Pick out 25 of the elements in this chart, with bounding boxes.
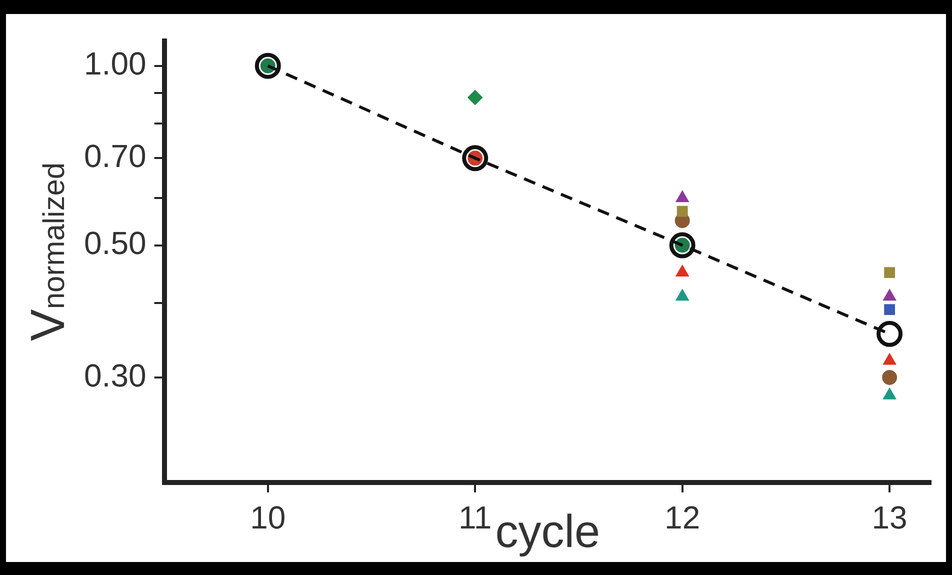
point (462, 145, 488, 172)
y-tick-label: 0.70 (84, 138, 146, 174)
point (882, 370, 898, 385)
point (676, 289, 689, 301)
point (884, 304, 896, 316)
y-axis-title: Vnormalized (22, 162, 75, 342)
point (676, 265, 689, 277)
x-tick-label: 11 (458, 499, 492, 536)
y-tick-label: 0.30 (84, 357, 146, 394)
point (669, 232, 696, 258)
point (876, 320, 903, 347)
x-tick-label: 12 (664, 499, 700, 536)
point (884, 267, 896, 278)
point (254, 52, 281, 79)
y-tick-label: 1.00 (84, 46, 146, 82)
point (676, 190, 689, 202)
point (882, 353, 896, 365)
point (882, 289, 896, 301)
x-tick-label: 13 (872, 499, 908, 536)
x-tick-label: 10 (250, 499, 286, 536)
point (882, 388, 896, 400)
y-tick-label: 0.50 (84, 225, 146, 262)
point (468, 90, 483, 105)
x-axis-title: cycle (495, 505, 600, 558)
point (676, 206, 688, 217)
